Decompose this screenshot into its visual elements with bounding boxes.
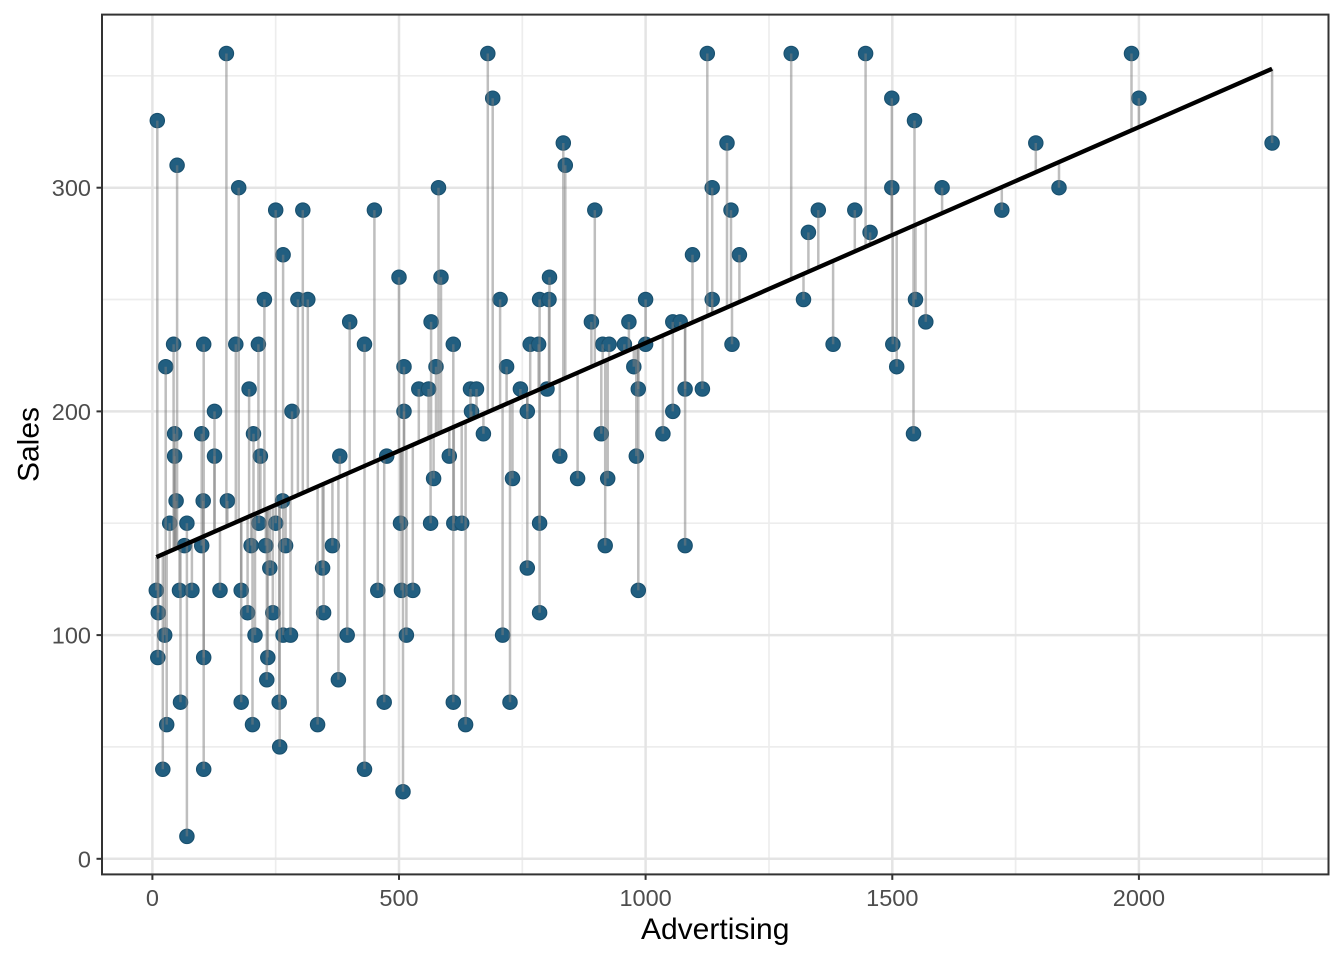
svg-text:1000: 1000 bbox=[619, 885, 671, 911]
svg-text:Sales: Sales bbox=[13, 407, 46, 482]
svg-text:0: 0 bbox=[78, 846, 91, 872]
svg-text:200: 200 bbox=[52, 399, 91, 425]
svg-text:1500: 1500 bbox=[866, 885, 918, 911]
svg-text:2000: 2000 bbox=[1113, 885, 1165, 911]
svg-text:100: 100 bbox=[52, 623, 91, 649]
svg-text:Advertising: Advertising bbox=[641, 913, 789, 946]
svg-text:300: 300 bbox=[52, 175, 91, 201]
svg-text:0: 0 bbox=[146, 885, 159, 911]
svg-text:500: 500 bbox=[379, 885, 418, 911]
